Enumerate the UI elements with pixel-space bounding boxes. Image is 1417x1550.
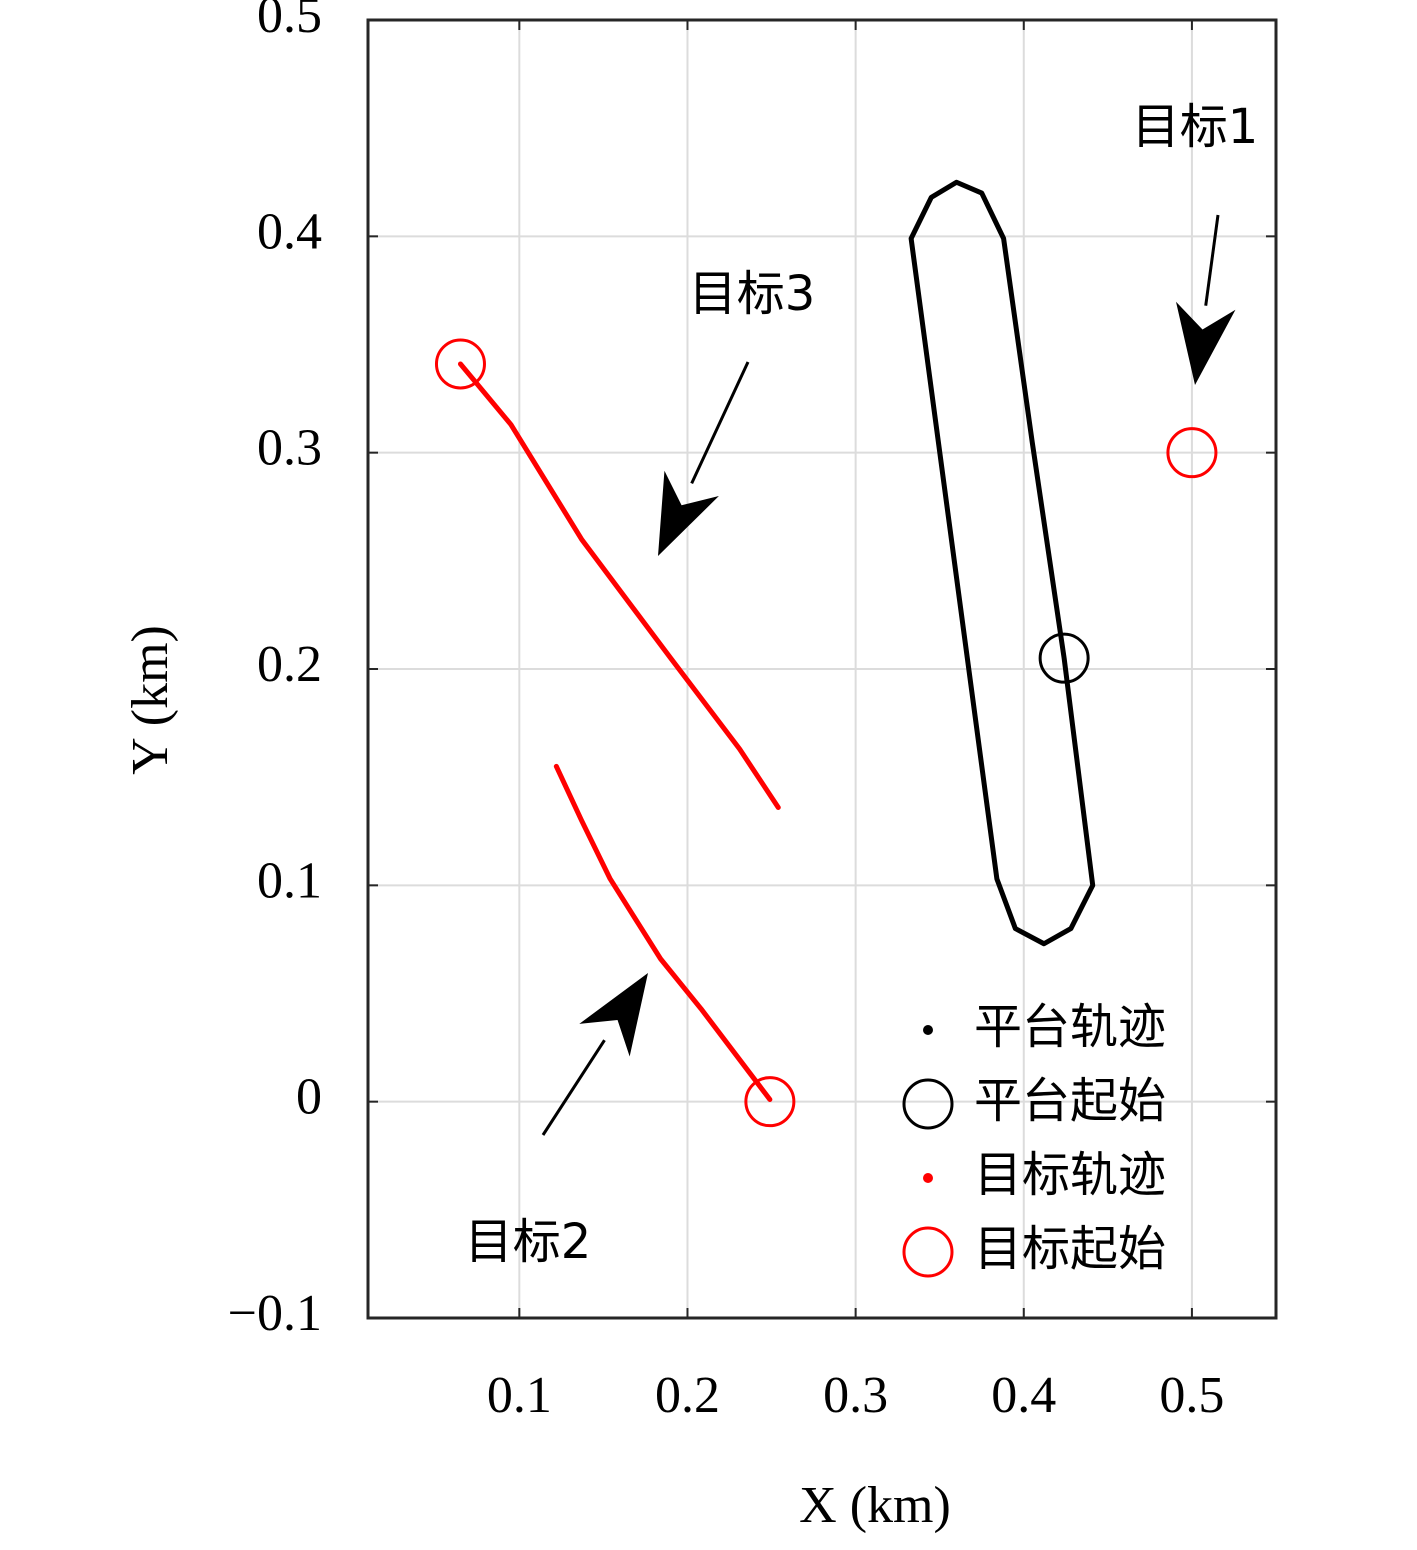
y-tick-label: 0 (296, 1069, 322, 1126)
start-marker (434, 338, 486, 390)
annotation-arrow (1204, 214, 1220, 306)
legend-marker (923, 1025, 933, 1035)
series-line (457, 361, 781, 1102)
arrow-head (579, 973, 648, 1057)
y-tick-label: 0.2 (257, 636, 322, 693)
legend-label: 平台起始 (974, 1073, 1166, 1129)
x-tick-label: 0.4 (991, 1367, 1056, 1424)
y-tick-label: 0.4 (257, 203, 322, 260)
legend-label: 目标轨迹 (974, 1147, 1166, 1203)
legend-label: 平台轨迹 (974, 999, 1166, 1055)
start-marker (744, 1076, 796, 1128)
start-marker (1038, 632, 1090, 684)
arrow-head (658, 470, 719, 556)
series-line (908, 179, 1096, 947)
x-tick-label: 0.3 (823, 1367, 888, 1424)
legend-label: 目标起始 (974, 1221, 1166, 1277)
start-marker (1166, 427, 1218, 479)
y-tick-label: 0.5 (257, 0, 322, 44)
y-tick-label: −0.1 (228, 1285, 322, 1342)
legend-marker (923, 1173, 933, 1183)
x-axis-label: X (km) (799, 1477, 951, 1534)
annotation-arrow (690, 361, 750, 485)
annotation: 目标3 (689, 266, 816, 322)
annotation: 目标2 (465, 1214, 592, 1270)
y-axis-label: Y (km) (122, 625, 179, 775)
y-tick-label: 0.3 (257, 420, 322, 477)
annotation: 目标1 (1132, 99, 1259, 155)
annotation-arrow (541, 1039, 606, 1136)
x-tick-label: 0.2 (655, 1367, 720, 1424)
arrow-head (1175, 301, 1236, 385)
x-tick-label: 0.1 (487, 1367, 552, 1424)
x-tick-label: 0.5 (1159, 1367, 1224, 1424)
y-tick-label: 0.1 (257, 852, 322, 909)
legend-marker (902, 1226, 954, 1278)
legend-marker (902, 1078, 954, 1130)
plot-frame (366, 18, 1278, 1320)
